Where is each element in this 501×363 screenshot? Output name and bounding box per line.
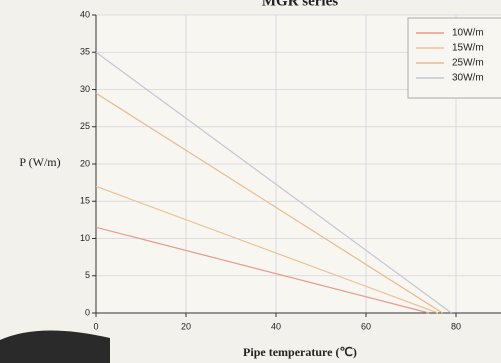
y-tick-label: 10 (80, 233, 90, 243)
y-tick-label: 20 (80, 158, 90, 168)
x-tick-label: 80 (451, 321, 461, 331)
x-tick-label: 0 (93, 321, 98, 331)
line (95, 185, 439, 314)
legend-label: 15W/m (452, 43, 484, 54)
legend-label: 25W/m (452, 58, 484, 69)
y-tick-label: 0 (85, 307, 90, 317)
line (95, 226, 430, 314)
y-tick-label: 5 (85, 270, 90, 280)
legend: 10W/m 15W/m 25W/m 30W/m (407, 17, 501, 99)
x-tick-label: 60 (361, 321, 371, 331)
x-tick-label: 40 (271, 321, 281, 331)
x-tick-label: 20 (181, 321, 191, 331)
decoration (0, 330, 110, 363)
y-tick-label: 15 (80, 196, 90, 206)
legend-box (407, 17, 501, 99)
y-tick-label: 40 (80, 9, 90, 19)
x-axis-label: Pipe temperature (℃) (243, 345, 357, 359)
y-tick-label: 25 (80, 121, 90, 131)
chart-title: MGR series (262, 0, 338, 9)
line (95, 51, 452, 314)
legend-label: 30W/m (452, 73, 484, 84)
y-tick-label: 30 (80, 84, 90, 94)
line (95, 92, 443, 314)
y-tick-label: 35 (80, 47, 90, 57)
y-axis-label: P (W/m) (19, 155, 60, 169)
legend-label: 10W/m (452, 28, 484, 39)
